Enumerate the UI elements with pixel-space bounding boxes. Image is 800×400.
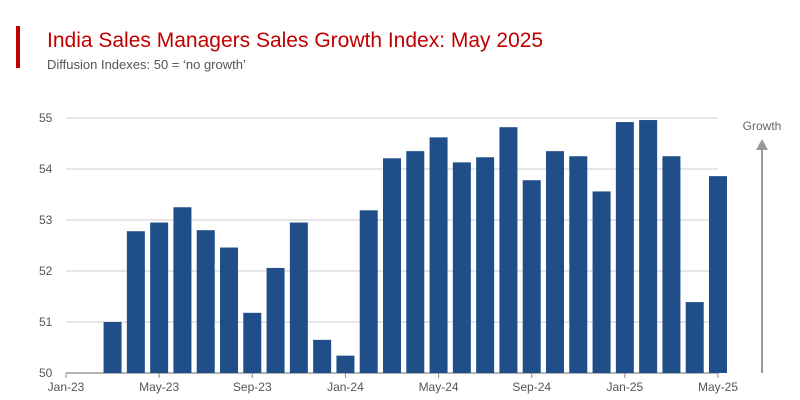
y-axis-ticks: 50 51 52 53 54 55: [39, 111, 53, 380]
bar: [359, 210, 378, 373]
chart-subtitle: Diffusion Indexes: 50 = ‘no growth’: [47, 57, 246, 72]
x-tick-label: May-24: [419, 380, 459, 394]
growth-label: Growth: [743, 119, 782, 133]
bar: [685, 302, 704, 373]
bar: [546, 151, 564, 373]
bar: [150, 222, 169, 373]
bar: [313, 339, 332, 373]
y-tick-label: 54: [39, 162, 53, 176]
bar: [196, 230, 215, 373]
x-tick-label: Jan-24: [327, 380, 364, 394]
bar: [126, 231, 145, 373]
growth-arrow-head-icon: [756, 139, 768, 150]
bar: [406, 151, 425, 373]
bar: [383, 158, 401, 373]
bar: [476, 157, 495, 373]
bar: [429, 137, 448, 373]
x-tick-label: Jan-23: [48, 380, 85, 394]
y-tick-label: 51: [39, 315, 53, 329]
bar: [592, 191, 611, 373]
x-tick-label: May-23: [139, 380, 179, 394]
bar: [499, 127, 518, 374]
bar: [103, 322, 122, 373]
x-tick-label: Sep-23: [233, 380, 272, 394]
bars: [103, 120, 727, 374]
bar: [452, 162, 471, 373]
bar: [336, 355, 355, 373]
bar: [639, 120, 658, 373]
y-tick-label: 55: [39, 111, 53, 125]
y-tick-label: 50: [39, 366, 53, 380]
x-tick-label: May-25: [698, 380, 738, 394]
bar: [569, 156, 588, 373]
title-accent-bar: [16, 26, 20, 68]
y-tick-label: 52: [39, 264, 53, 278]
chart-title: India Sales Managers Sales Growth Index:…: [47, 29, 544, 52]
bar: [266, 267, 285, 373]
bar: [220, 247, 238, 373]
bar: [173, 207, 192, 373]
bar: [289, 222, 308, 373]
x-tick-label: Sep-24: [512, 380, 551, 394]
bar: [615, 122, 634, 373]
bar: [522, 180, 541, 373]
bar: [662, 156, 681, 373]
growth-annotation: Growth: [743, 119, 782, 373]
y-tick-label: 53: [39, 213, 53, 227]
bar: [243, 312, 262, 373]
bar: [709, 176, 727, 373]
x-axis-ticks: Jan-23 May-23 Sep-23 Jan-24 May-24 Sep-24 Jan-…: [48, 373, 738, 394]
x-tick-label: Jan-25: [607, 380, 644, 394]
